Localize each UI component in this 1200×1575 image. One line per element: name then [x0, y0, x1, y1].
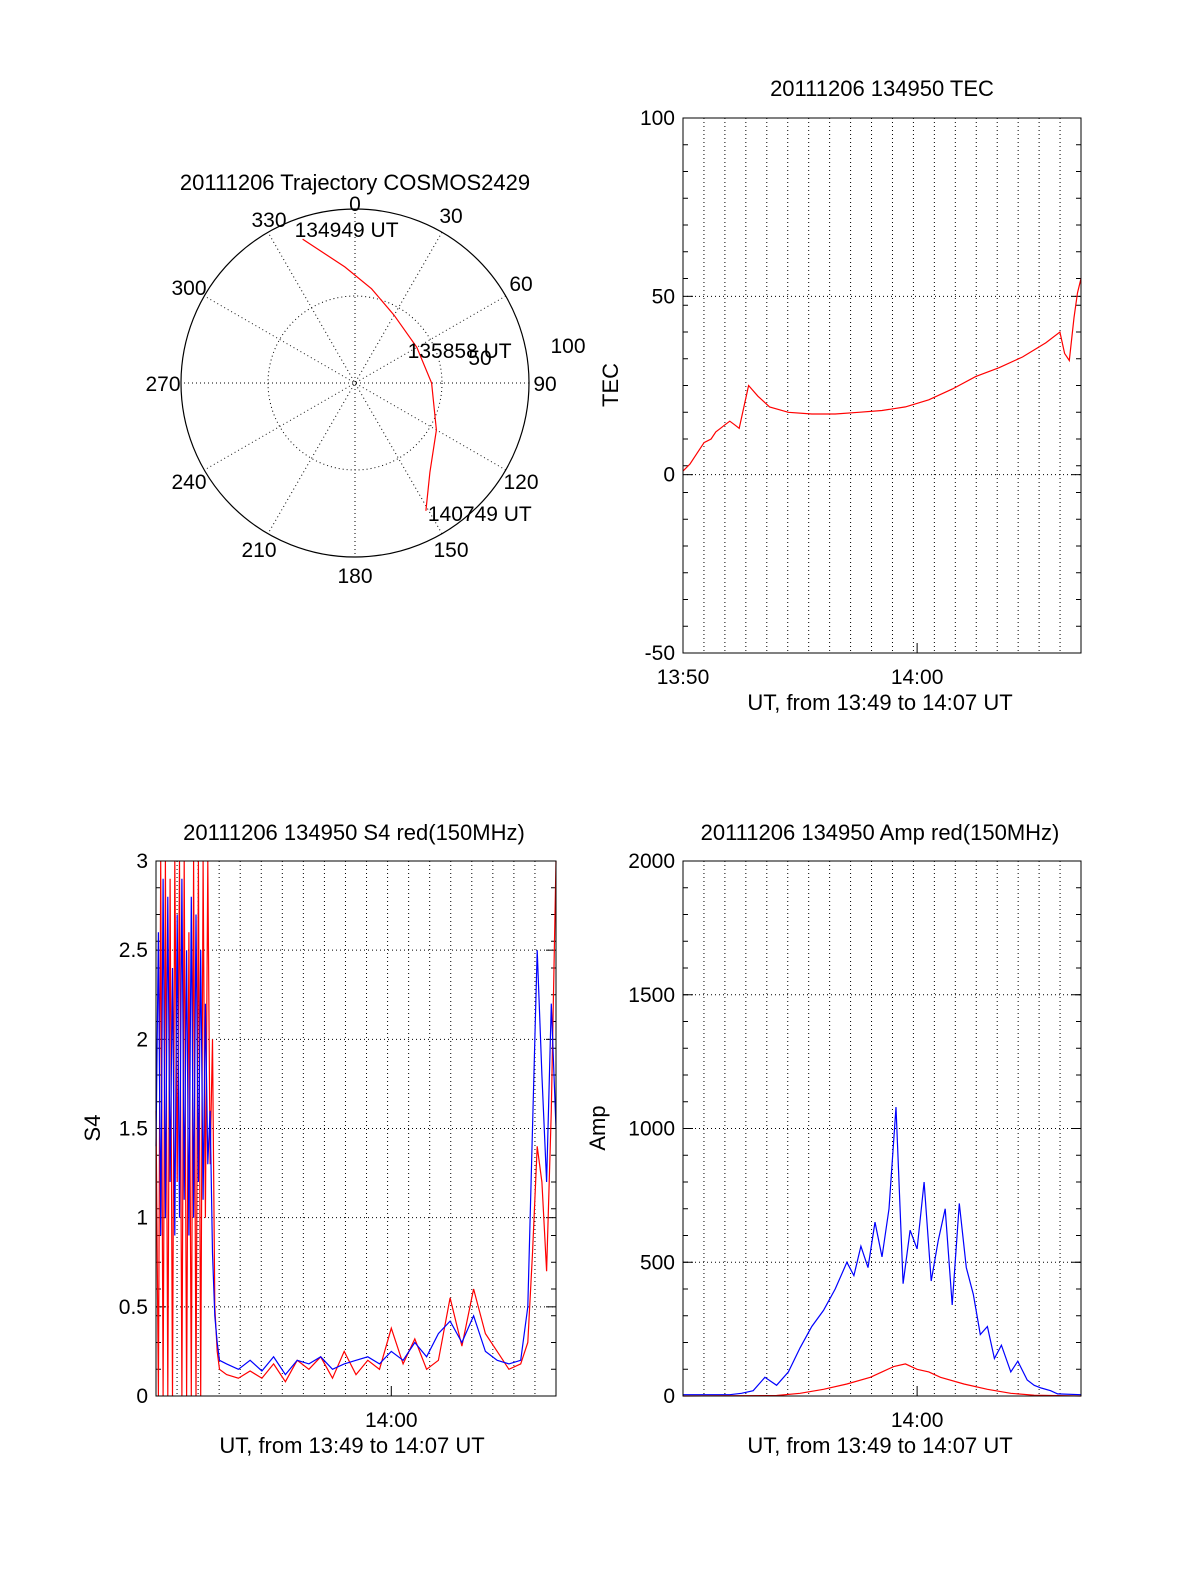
amp-y-axis-label: Amp	[585, 1105, 610, 1150]
amp-x-axis-label: UT, from 13:49 to 14:07 UT	[747, 1433, 1012, 1458]
trajectory-chart-title: 20111206 Trajectory COSMOS2429	[180, 170, 530, 195]
tec-x-tick-label: 13:50	[657, 666, 710, 689]
trajectory-time-label: 140749 UT	[428, 503, 532, 526]
polar-angle-label: 0	[349, 193, 361, 216]
amp-chart-title: 20111206 134950 Amp red(150MHz)	[701, 820, 1060, 845]
amp-x-tick-label: 14:00	[891, 1409, 944, 1432]
tec-chart: 20111206 134950 TEC UT, from 13:49 to 14…	[598, 76, 1082, 715]
s4-y-tick-label: 2.5	[119, 939, 148, 962]
tec-y-tick-label: 0	[663, 464, 675, 487]
amp-y-tick-label: 2000	[628, 850, 675, 873]
s4-plot-frame	[155, 860, 557, 1397]
trajectory-time-label: 135858 UT	[408, 340, 512, 363]
polar-angle-label: 210	[241, 539, 276, 562]
s4-chart: 20111206 134950 S4 red(150MHz) UT, from …	[80, 820, 557, 1458]
polar-radius-label: 100	[550, 335, 585, 358]
amp-series-1-line	[682, 1363, 1082, 1397]
polar-angle-label: 120	[503, 471, 538, 494]
polar-ring-50	[267, 295, 443, 471]
polar-radius-label: 50	[468, 347, 491, 370]
amp-series-0-line	[683, 1107, 1082, 1396]
s4-chart-title: 20111206 134950 S4 red(150MHz)	[183, 820, 525, 845]
polar-angle-label: 180	[337, 565, 372, 588]
polar-angle-label: 300	[171, 277, 206, 300]
s4-y-tick-label: 0	[136, 1385, 148, 1408]
polar-angle-label: 30	[439, 205, 462, 228]
s4-x-tick-label: 14:00	[365, 1409, 418, 1432]
s4-y-tick-label: 1.5	[119, 1118, 148, 1141]
tec-plot-frame	[682, 117, 1082, 654]
tec-chart-title: 20111206 134950 TEC	[770, 76, 994, 101]
polar-angle-label: 60	[509, 273, 532, 296]
tec-y-tick-label: 100	[640, 107, 675, 130]
amp-y-tick-label: 1000	[628, 1118, 675, 1141]
tec-x-axis-label: UT, from 13:49 to 14:07 UT	[747, 690, 1012, 715]
amp-chart: 20111206 134950 Amp red(150MHz) UT, from…	[585, 820, 1082, 1458]
amp-y-tick-label: 500	[640, 1251, 675, 1274]
polar-angle-label: 90	[533, 373, 556, 396]
trajectory-line-0	[302, 238, 438, 511]
polar-angle-label: 150	[433, 539, 468, 562]
s4-x-axis-label: UT, from 13:49 to 14:07 UT	[219, 1433, 484, 1458]
s4-y-axis-label: S4	[80, 1115, 105, 1142]
s4-y-tick-label: 0.5	[119, 1296, 148, 1319]
s4-y-tick-label: 2	[136, 1028, 148, 1051]
polar-angle-label: 330	[251, 209, 286, 232]
s4-series-1-line	[155, 878, 557, 1376]
amp-plot-frame	[682, 860, 1082, 1397]
tec-y-tick-label: 50	[652, 285, 675, 308]
polar-outer-ring	[180, 208, 530, 558]
s4-y-tick-label: 1	[136, 1207, 148, 1230]
polar-angle-label: 240	[171, 471, 206, 494]
trajectory-polar-chart: 20111206 Trajectory COSMOS2429 0 30 60 90 12…	[145, 170, 585, 588]
s4-y-tick-label: 3	[136, 850, 148, 873]
polar-angle-label: 270	[145, 373, 180, 396]
amp-y-tick-label: 0	[663, 1385, 675, 1408]
tec-y-tick-label: -50	[645, 642, 675, 665]
tec-x-tick-label: 14:00	[891, 666, 944, 689]
tec-y-axis-label: TEC	[598, 363, 623, 407]
trajectory-time-label: 134949 UT	[295, 219, 399, 242]
amp-y-tick-label: 1500	[628, 984, 675, 1007]
tec-series-0-line	[682, 278, 1082, 472]
